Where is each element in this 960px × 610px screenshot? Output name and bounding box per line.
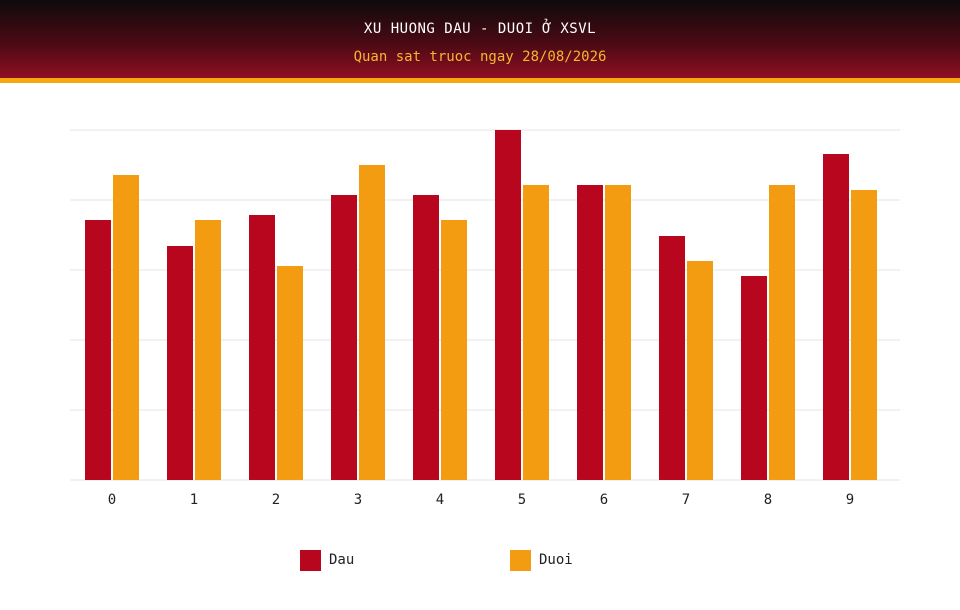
bar-duoi-4[interactable] (441, 220, 467, 480)
bar-duoi-1[interactable] (195, 220, 221, 480)
bar-dau-7[interactable] (659, 236, 685, 480)
legend: Dau Duoi (0, 550, 960, 572)
x-tick-label-2: 2 (272, 492, 280, 508)
bar-duoi-5[interactable] (523, 185, 549, 480)
bar-duoi-8[interactable] (769, 185, 795, 480)
header-accent-stripe (0, 78, 960, 83)
legend-label-dau: Dau (329, 552, 355, 568)
bar-dau-5[interactable] (495, 130, 521, 480)
bar-duoi-3[interactable] (359, 165, 385, 480)
bar-dau-3[interactable] (331, 195, 357, 480)
bar-chart: 0 1 2 3 4 5 6 7 8 9 (70, 129, 900, 508)
bar-duoi-7[interactable] (687, 261, 713, 480)
bar-duoi-2[interactable] (277, 266, 303, 480)
x-tick-label-3: 3 (354, 492, 362, 508)
bar-duoi-6[interactable] (605, 185, 631, 480)
x-tick-label-9: 9 (846, 492, 854, 508)
x-tick-label-6: 6 (600, 492, 608, 508)
x-tick-label-8: 8 (764, 492, 772, 508)
chart-title: XU HUONG DAU - DUOI Ở XSVL (363, 21, 597, 37)
x-tick-label-1: 1 (190, 492, 198, 508)
bars (85, 130, 877, 480)
x-axis-tick-labels: 0 1 2 3 4 5 6 7 8 9 (108, 492, 854, 508)
bar-duoi-0[interactable] (113, 175, 139, 480)
x-tick-label-7: 7 (682, 492, 690, 508)
bar-dau-2[interactable] (249, 215, 275, 480)
x-tick-label-5: 5 (518, 492, 526, 508)
chart-subtitle: Quan sat truoc ngay 28/08/2026 (353, 49, 607, 65)
bar-duoi-9[interactable] (851, 190, 877, 480)
legend-swatch-dau (300, 550, 321, 571)
bar-dau-0[interactable] (85, 220, 111, 480)
bar-dau-6[interactable] (577, 185, 603, 480)
x-tick-label-0: 0 (108, 492, 116, 508)
bar-dau-8[interactable] (741, 276, 767, 480)
bar-dau-1[interactable] (167, 246, 193, 480)
chart-header: XU HUONG DAU - DUOI Ở XSVL Quan sat truo… (0, 0, 960, 78)
bar-dau-4[interactable] (413, 195, 439, 480)
legend-label-duoi: Duoi (539, 552, 573, 568)
legend-swatch-duoi (510, 550, 531, 571)
x-tick-label-4: 4 (436, 492, 444, 508)
bar-dau-9[interactable] (823, 154, 849, 480)
